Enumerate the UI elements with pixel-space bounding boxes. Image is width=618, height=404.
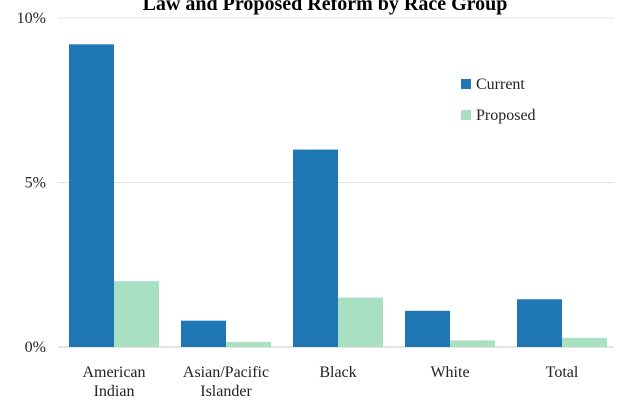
bar-proposed-4 (562, 337, 607, 347)
y-tick-label: 0% (25, 339, 46, 356)
bar-current-2 (293, 149, 338, 347)
legend-swatch-proposed (461, 110, 471, 120)
x-category-label: American Indian (82, 364, 145, 400)
legend-label-proposed: Proposed (476, 107, 536, 124)
x-axis: American Indian Asian/Pacific Islander Black… (82, 364, 578, 400)
y-tick-label: 10% (17, 10, 46, 27)
legend: Current Proposed (461, 76, 536, 124)
bar-current-0 (69, 44, 114, 347)
bar-current-4 (517, 299, 562, 347)
bars (69, 44, 607, 347)
y-axis: 0% 5% 10% (17, 10, 46, 356)
bar-current-1 (181, 320, 226, 347)
x-category-label: Total (546, 364, 579, 381)
y-tick-label: 5% (25, 175, 46, 192)
x-category-label: Asian/Pacific Islander (183, 364, 269, 400)
bar-proposed-0 (114, 281, 159, 347)
bar-proposed-1 (226, 342, 271, 347)
legend-label-current: Current (476, 76, 525, 93)
x-category-label: Black (319, 364, 356, 381)
bar-proposed-2 (338, 297, 383, 347)
chart-title: Law and Proposed Reform by Race Group (143, 0, 508, 15)
x-category-label: White (430, 364, 469, 381)
bar-proposed-3 (450, 340, 495, 347)
bar-current-3 (405, 310, 450, 347)
legend-swatch-current (461, 79, 471, 89)
